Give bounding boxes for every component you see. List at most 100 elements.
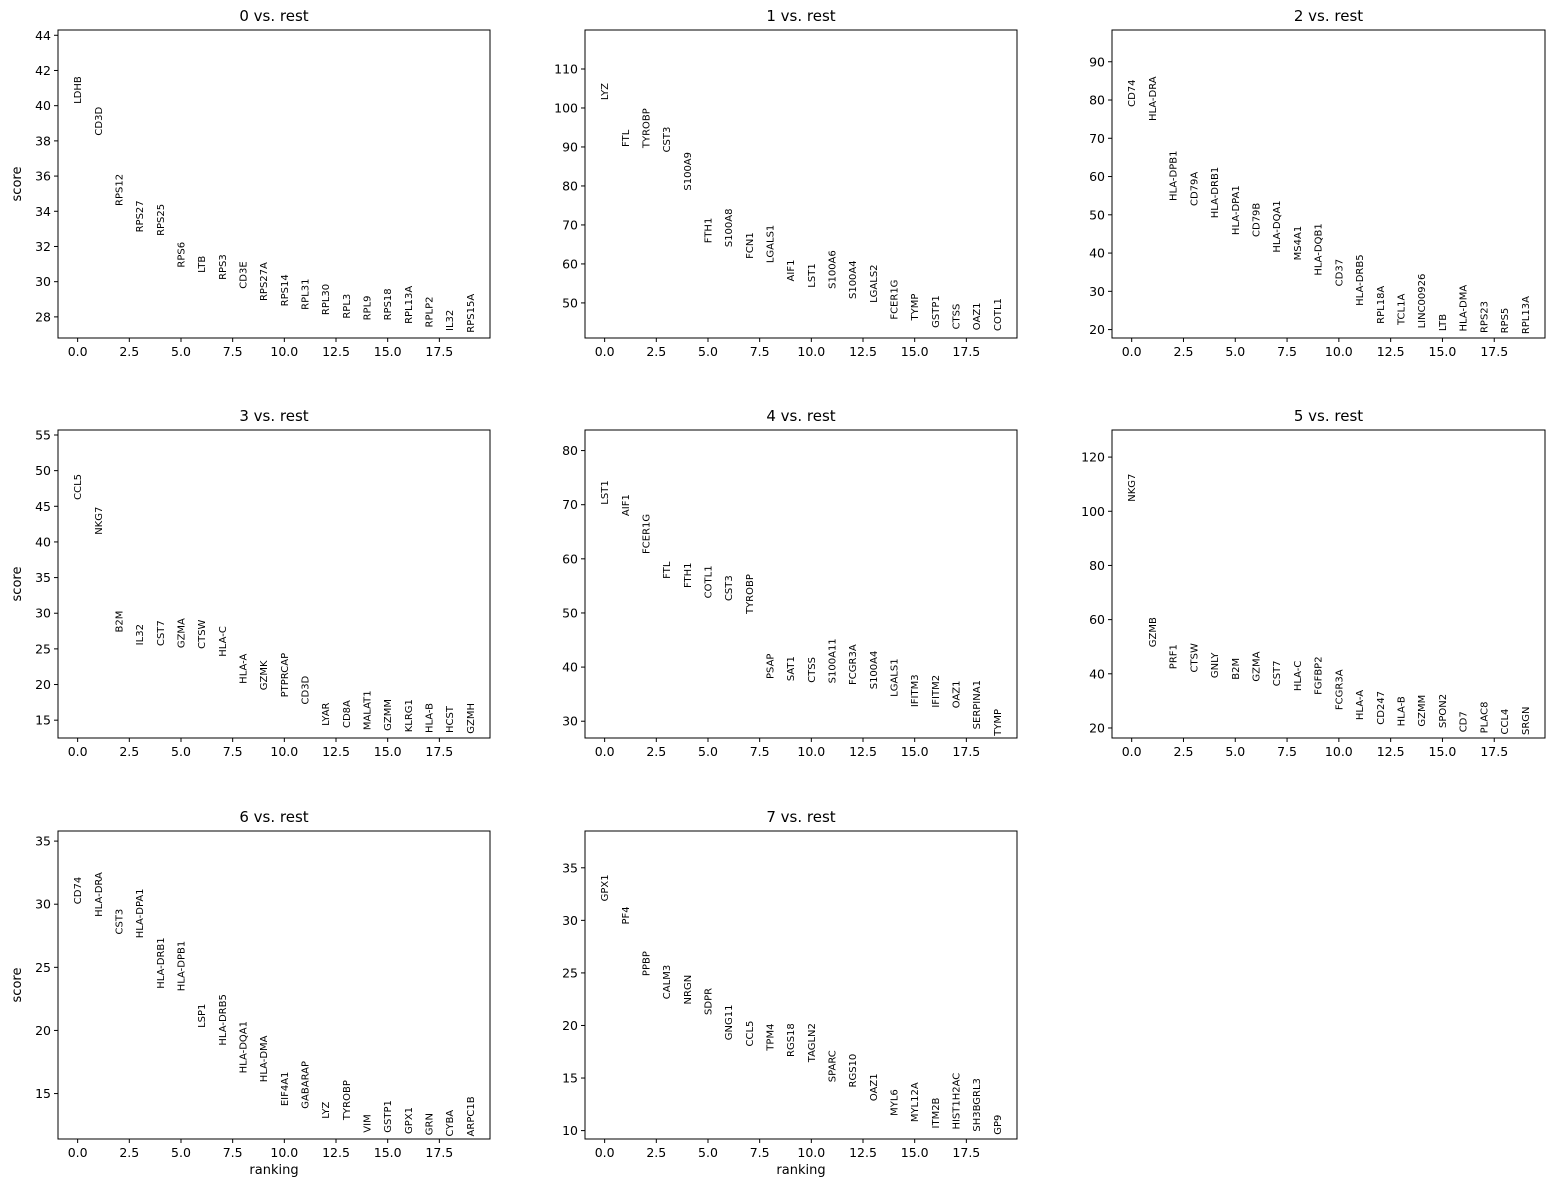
gene-label: S100A8	[724, 209, 735, 248]
gene-label: RPS15A	[466, 294, 477, 333]
gene-label: GZMH	[466, 703, 477, 734]
y-tick-label: 20	[1089, 322, 1105, 337]
y-tick-label: 80	[562, 178, 578, 193]
x-tick-label: 5.0	[171, 744, 191, 759]
x-tick-label: 0.0	[595, 1145, 615, 1160]
gene-label: CD7	[1459, 711, 1470, 732]
x-tick-label: 0.0	[1122, 344, 1142, 359]
y-tick-label: 70	[562, 217, 578, 232]
y-tick-label: 30	[35, 897, 51, 912]
y-tick-label: 20	[35, 1023, 51, 1038]
y-tick-label: 40	[1089, 246, 1105, 261]
gene-label: PRF1	[1169, 644, 1180, 669]
gene-label: GPX1	[404, 1107, 415, 1134]
plot-frame	[1111, 429, 1546, 739]
y-axis-label: score	[10, 968, 25, 1003]
y-tick-label: 110	[554, 61, 578, 76]
gene-label: HLA-DPB1	[1169, 151, 1180, 202]
gene-label: PF4	[621, 906, 632, 924]
y-tick-label: 90	[562, 139, 578, 154]
gene-label: LSP1	[197, 1004, 208, 1028]
panel-2: 2 vs. rest 0.0 2.5 5.0 7.5 10.0 12.5 15.0 17.5 20…	[1089, 7, 1546, 359]
gene-label: RPL31	[301, 279, 312, 310]
gene-label: B2M	[1231, 658, 1242, 680]
gene-label: TAGLN2	[807, 1023, 818, 1063]
gene-label: HLA-DMA	[1459, 285, 1470, 332]
gene-label: GNG11	[724, 1004, 735, 1040]
gene-label: LINC00926	[1417, 274, 1428, 329]
gene-label: CD247	[1376, 691, 1387, 725]
gene-label: CST7	[156, 620, 167, 646]
y-tick-label: 45	[35, 499, 51, 514]
gene-label: OAZ1	[869, 1073, 880, 1101]
y-tick-label: 80	[1089, 558, 1105, 573]
y-tick-label: 60	[562, 256, 578, 271]
y-tick-label: 50	[562, 605, 578, 620]
gene-label: COTL1	[703, 565, 714, 598]
gene-label: NKG7	[94, 507, 105, 535]
gene-label: CTSS	[952, 304, 963, 330]
plot-frame	[57, 29, 491, 339]
y-tick-label: 34	[35, 204, 51, 219]
gene-label: OAZ1	[952, 680, 963, 708]
gene-label: FTL	[621, 129, 632, 147]
gene-label: SERPINA1	[972, 680, 983, 729]
gene-label: TCL1A	[1397, 294, 1408, 326]
gene-label: LDHB	[73, 76, 84, 104]
x-tick-label: 12.5	[322, 1145, 350, 1160]
gene-label: RPL13A	[404, 286, 415, 324]
gene-label: RPS23	[1479, 301, 1490, 333]
gene-label: EIF4A1	[280, 1072, 291, 1107]
chart-title: 3 vs. rest	[239, 407, 308, 425]
gene-label: FGFBP2	[1314, 656, 1325, 695]
gene-label: HLA-DQB1	[1314, 223, 1325, 275]
y-tick-label: 42	[35, 63, 51, 78]
gene-label: VIM	[363, 1114, 374, 1132]
gene-label: COTL1	[993, 298, 1004, 331]
y-tick-label: 90	[1089, 54, 1105, 69]
gene-label: FCN1	[745, 232, 756, 259]
y-tick-label: 100	[554, 100, 578, 115]
x-tick-label: 10.0	[270, 1145, 298, 1160]
x-tick-label: 10.0	[270, 744, 298, 759]
y-tick-label: 80	[1089, 93, 1105, 108]
chart-title: 6 vs. rest	[239, 808, 308, 826]
x-tick-label: 2.5	[1174, 744, 1194, 759]
x-tick-label: 0.0	[595, 744, 615, 759]
gene-label: CYBA	[445, 1110, 456, 1137]
y-tick-label: 120	[1081, 450, 1105, 465]
x-tick-label: 17.5	[425, 744, 453, 759]
panel-7: 7 vs. rest 0.0 2.5 5.0 7.5 10.0 12.5 15.0 17.5 10…	[562, 808, 1018, 1178]
x-tick-label: 10.0	[270, 344, 298, 359]
gene-label: GZMM	[1417, 695, 1428, 727]
gene-label: GZMA	[1251, 651, 1262, 681]
y-tick-label: 70	[1089, 131, 1105, 146]
y-tick-label: 40	[35, 534, 51, 549]
gene-label: RPS27	[135, 200, 146, 232]
gene-label: RPLP2	[425, 296, 436, 327]
gene-label: CD3D	[94, 107, 105, 136]
gene-label: TYROBP	[641, 108, 652, 149]
x-tick-label: 7.5	[1277, 744, 1297, 759]
x-tick-label: 2.5	[646, 744, 666, 759]
chart-title: 1 vs. rest	[766, 7, 835, 25]
x-tick-label: 0.0	[68, 744, 88, 759]
chart-title: 0 vs. rest	[239, 7, 308, 25]
gene-label: HLA-DRA	[1148, 76, 1159, 121]
gene-label: CD8A	[342, 700, 353, 728]
chart-title: 5 vs. rest	[1294, 407, 1363, 425]
y-tick-label: 20	[562, 1018, 578, 1033]
gene-label: S100A9	[683, 152, 694, 191]
y-tick-label: 36	[35, 169, 51, 184]
gene-label: S100A11	[828, 638, 839, 683]
gene-label: PSAP	[765, 654, 776, 679]
x-tick-label: 7.5	[750, 344, 770, 359]
gene-label: PTPRCAP	[280, 653, 291, 697]
plot-frame	[1111, 29, 1546, 339]
gene-label: HLA-DRB1	[1210, 167, 1221, 218]
gene-label: SDPR	[703, 988, 714, 1015]
gene-label: TYROBP	[745, 574, 756, 615]
y-tick-label: 15	[35, 713, 51, 728]
gene-label: CST3	[114, 909, 125, 935]
